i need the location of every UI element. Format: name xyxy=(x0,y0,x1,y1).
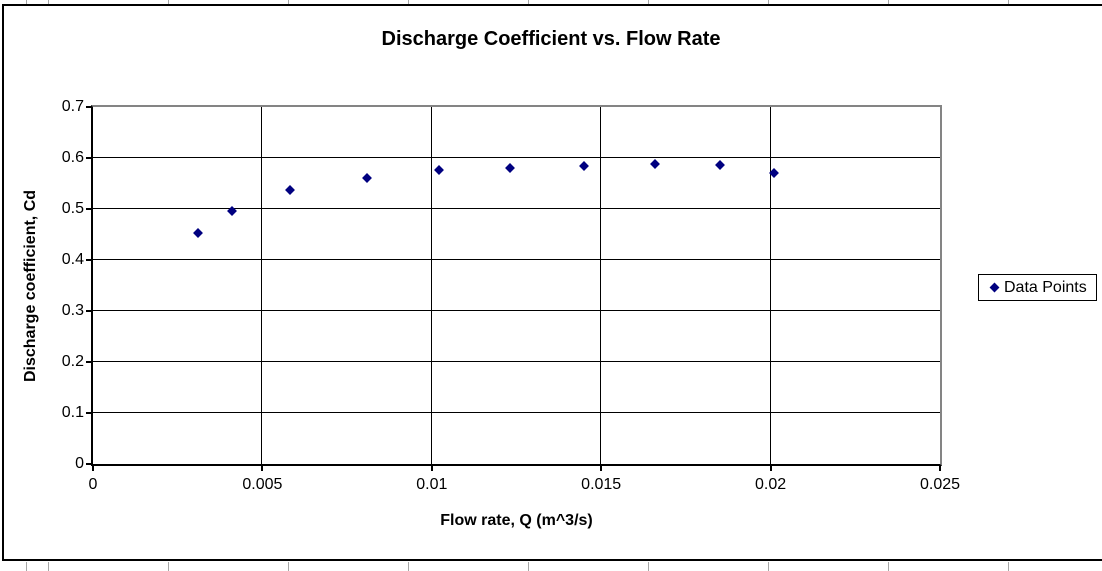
y-axis-tick xyxy=(86,207,91,210)
y-tick-label: 0.7 xyxy=(61,98,84,115)
y-gridline xyxy=(93,207,940,209)
x-axis-tick xyxy=(92,466,94,471)
y-axis-tick xyxy=(86,156,91,159)
y-tick-label: 0.2 xyxy=(61,353,84,370)
x-axis-tick xyxy=(430,466,433,471)
data-point-marker[interactable] xyxy=(193,228,203,239)
spreadsheet-cells-top xyxy=(0,0,1102,4)
x-axis-tick xyxy=(600,466,603,471)
y-tick-label: 0.1 xyxy=(61,404,84,421)
legend-label: Data Points xyxy=(1004,278,1087,296)
data-point-marker[interactable] xyxy=(650,159,661,170)
data-point-marker[interactable] xyxy=(504,162,515,173)
y-gridline xyxy=(93,309,940,311)
x-tick-label: 0.005 xyxy=(242,476,283,493)
x-gridline xyxy=(600,107,602,464)
legend[interactable]: Data Points xyxy=(978,274,1097,301)
y-gridline xyxy=(93,361,940,362)
y-gridline xyxy=(93,259,940,260)
x-axis-tick xyxy=(939,466,941,471)
x-axis-tick xyxy=(769,466,772,471)
chart-title[interactable]: Discharge Coefficient vs. Flow Rate xyxy=(381,28,721,50)
y-axis-title: Discharge coefficient, Cd xyxy=(22,189,39,383)
y-axis-tick xyxy=(86,463,91,465)
x-gridline xyxy=(769,107,771,464)
y-tick-label: 0.5 xyxy=(61,200,84,217)
x-gridline xyxy=(430,107,432,464)
data-point-marker[interactable] xyxy=(284,185,295,196)
y-gridline xyxy=(93,412,940,413)
data-point-marker[interactable] xyxy=(362,173,373,184)
y-tick-label: 0.4 xyxy=(61,251,84,268)
x-tick-label: 0.015 xyxy=(581,476,622,493)
data-point-marker[interactable] xyxy=(579,160,590,171)
plot-area[interactable]: 0 0.1 0.2 0.3 0.4 0.5 0.6 0.7 0 0.005 0.01 0.015 0.0… xyxy=(62,98,960,493)
x-axis-title: Flow rate, Q (m^3/s) xyxy=(440,512,593,529)
y-axis-tick xyxy=(86,309,91,312)
x-axis-tick xyxy=(261,466,264,471)
x-tick-label: 0 xyxy=(88,476,98,493)
y-tick-label: 0 xyxy=(75,455,84,472)
y-axis-tick xyxy=(86,412,91,414)
y-tick-label: 0.3 xyxy=(61,302,84,319)
data-point-marker[interactable] xyxy=(433,165,444,176)
y-axis-tick xyxy=(86,259,91,261)
x-tick-label: 0.025 xyxy=(919,476,961,493)
y-axis-tick xyxy=(86,361,91,363)
y-tick-label: 0.6 xyxy=(61,149,84,166)
diamond-marker-icon xyxy=(989,282,1000,293)
y-gridline xyxy=(93,156,940,158)
data-point-marker[interactable] xyxy=(714,160,725,171)
spreadsheet-cells-bottom xyxy=(0,562,1102,571)
x-tick-label: 0.01 xyxy=(416,476,448,493)
x-tick-label: 0.02 xyxy=(755,476,787,493)
y-axis-tick xyxy=(86,106,91,108)
x-gridline xyxy=(261,107,263,464)
